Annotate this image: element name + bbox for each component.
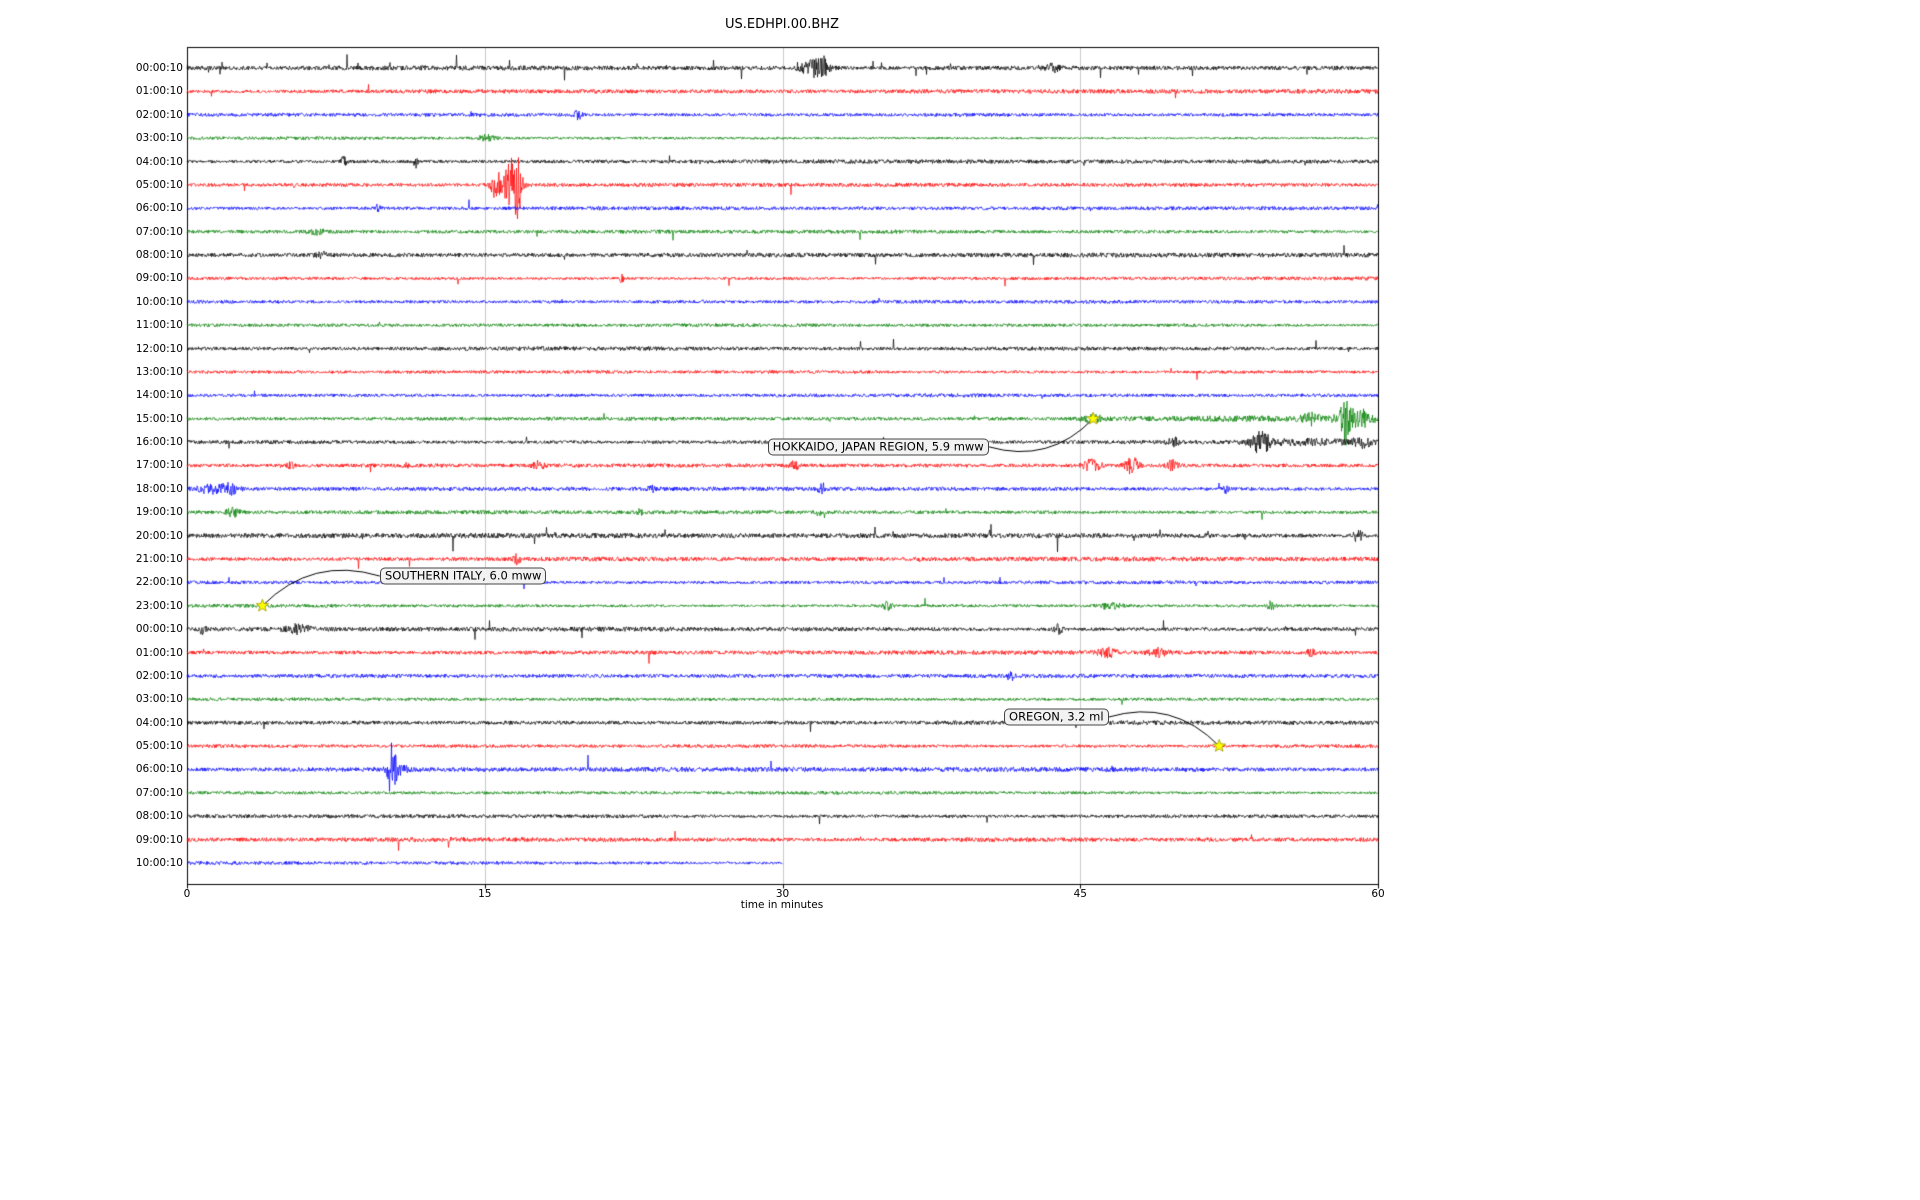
- plot-title: US.EDHPI.00.BHZ: [725, 17, 839, 32]
- row-label: 09:00:10: [135, 833, 183, 846]
- row-label: 10:00:10: [135, 295, 183, 308]
- event-callout: SOUTHERN ITALY, 6.0 mww: [379, 567, 547, 585]
- row-label: 03:00:10: [135, 693, 183, 706]
- row-label: 17:00:10: [135, 459, 183, 472]
- x-tick-label: 45: [1073, 888, 1087, 900]
- x-tick-label: 15: [478, 888, 492, 900]
- row-label: 12:00:10: [135, 342, 183, 355]
- x-tick-label: 60: [1371, 888, 1385, 900]
- row-label: 22:00:10: [135, 576, 183, 589]
- row-label: 01:00:10: [135, 85, 183, 98]
- row-label: 16:00:10: [135, 436, 183, 449]
- row-label: 08:00:10: [135, 810, 183, 823]
- row-label: 04:00:10: [135, 716, 183, 729]
- row-label: 07:00:10: [135, 225, 183, 238]
- row-label: 00:00:10: [135, 62, 183, 74]
- row-label: 07:00:10: [135, 786, 183, 799]
- row-label: 15:00:10: [135, 412, 183, 425]
- row-label: 02:00:10: [135, 108, 183, 121]
- row-label: 14:00:10: [135, 389, 183, 402]
- row-label: 18:00:10: [135, 482, 183, 495]
- row-label: 20:00:10: [135, 529, 183, 542]
- row-label: 23:00:10: [135, 599, 183, 612]
- x-tick-label: 30: [775, 888, 790, 900]
- row-label: 05:00:10: [135, 178, 183, 191]
- event-callout: OREGON, 3.2 ml: [1004, 708, 1109, 726]
- row-label: 10:00:10: [135, 856, 183, 869]
- row-label: 05:00:10: [135, 740, 183, 753]
- row-label: 09:00:10: [135, 272, 183, 285]
- row-label: 02:00:10: [135, 669, 183, 682]
- row-label: 01:00:10: [135, 646, 183, 659]
- row-label: 19:00:10: [135, 506, 183, 519]
- row-label: 06:00:10: [135, 763, 183, 776]
- row-label: 11:00:10: [135, 319, 183, 332]
- row-label: 06:00:10: [135, 202, 183, 215]
- row-label: 04:00:10: [135, 155, 183, 168]
- row-label: 08:00:10: [135, 249, 183, 262]
- row-label: 00:00:10: [135, 623, 183, 636]
- event-callout: HOKKAIDO, JAPAN REGION, 5.9 mww: [767, 438, 989, 456]
- x-axis-label: time in minutes: [740, 899, 824, 911]
- row-label: 21:00:10: [135, 553, 183, 566]
- x-tick-label: 0: [183, 888, 191, 900]
- row-label: 03:00:10: [135, 132, 183, 145]
- row-label: 13:00:10: [135, 365, 183, 378]
